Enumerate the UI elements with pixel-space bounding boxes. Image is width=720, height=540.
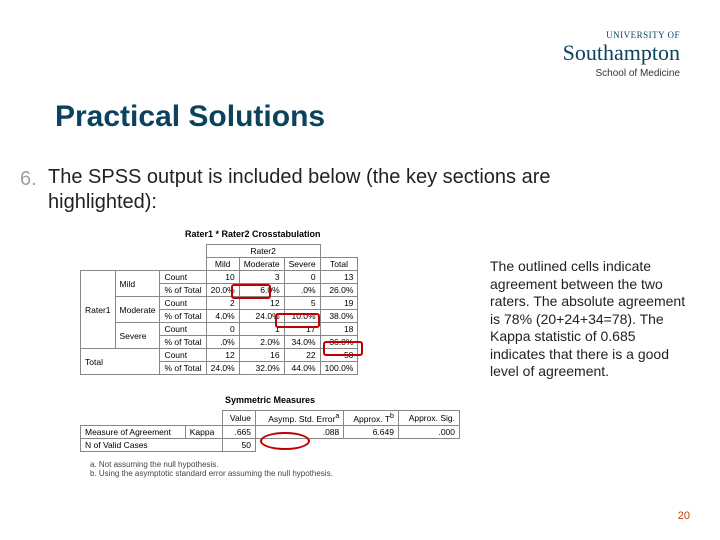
- highlight-oval-kappa: [260, 432, 310, 450]
- symmetric-title: Symmetric Measures: [225, 395, 315, 405]
- page-number: 20: [678, 510, 690, 522]
- university-logo: UNIVERSITY OF Southampton School of Medi…: [563, 30, 680, 79]
- list-item-text: The SPSS output is included below (the k…: [48, 165, 638, 215]
- list-number: 6.: [20, 168, 37, 191]
- crosstab-title: Rater1 * Rater2 Crosstabulation: [185, 229, 321, 239]
- highlight-box-1: [231, 284, 271, 299]
- logo-sub-text: School of Medicine: [563, 68, 680, 79]
- crosstab-table: Rater2 Mild Moderate Severe Total Rater1…: [80, 244, 358, 375]
- highlight-box-2: [275, 313, 320, 328]
- logo-top-text: UNIVERSITY OF: [563, 30, 680, 40]
- explanation-text: The outlined cells indicate agreement be…: [490, 258, 690, 381]
- logo-main-text: Southampton: [563, 40, 680, 66]
- footnote-b: b. Using the asymptotic standard error a…: [90, 469, 333, 478]
- slide-title: Practical Solutions: [55, 100, 325, 134]
- footnotes: a. Not assuming the null hypothesis. b. …: [90, 460, 333, 478]
- footnote-a: a. Not assuming the null hypothesis.: [90, 460, 333, 469]
- highlight-box-3: [323, 341, 363, 356]
